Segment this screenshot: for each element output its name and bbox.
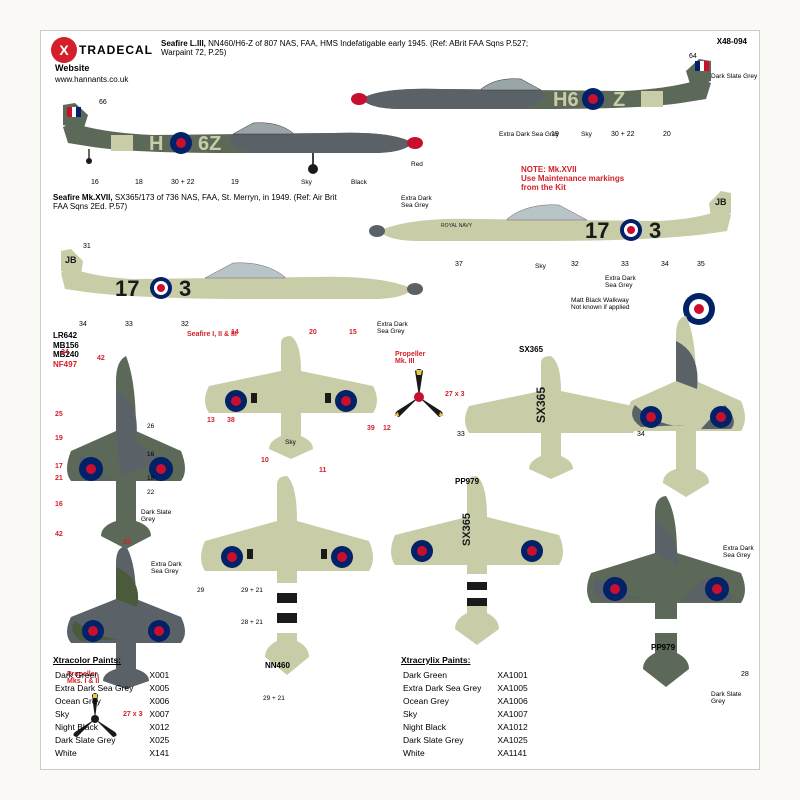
svg-text:3: 3 bbox=[649, 218, 661, 243]
callout-33b: 33 bbox=[125, 321, 133, 328]
callout-31: 31 bbox=[83, 243, 91, 250]
caption-bold: Seafire L.III, bbox=[161, 39, 206, 48]
svg-text:17: 17 bbox=[585, 218, 609, 243]
callout-18a: 18 bbox=[135, 179, 143, 186]
svg-text:SX365: SX365 bbox=[461, 513, 473, 546]
label-edsg-2: Extra Dark Sea Grey bbox=[401, 195, 432, 209]
callout-35a: 35 bbox=[697, 261, 705, 268]
svg-text:6Z: 6Z bbox=[198, 133, 221, 155]
c28_21: 28 + 21 bbox=[241, 619, 263, 626]
svg-text:JB: JB bbox=[715, 197, 727, 207]
label-pp979a: PP979 bbox=[455, 477, 479, 486]
label-sky-3: Sky bbox=[535, 263, 546, 270]
callout-32a: 32 bbox=[571, 261, 579, 268]
callout-66: 66 bbox=[99, 99, 107, 106]
callout-20a: 20 bbox=[663, 131, 671, 138]
brand-name: TRADECAL bbox=[79, 43, 153, 57]
product-code: X48-094 bbox=[717, 37, 747, 46]
label-edsg-1: Extra Dark Sea Grey bbox=[499, 131, 559, 138]
c42a: 42 bbox=[97, 355, 105, 362]
caption-rest: NN460/H6-Z of 807 NAS, FAA, HMS Indefati… bbox=[161, 39, 528, 57]
callout-3022b: 30 + 22 bbox=[171, 179, 195, 186]
seafire-mk17-port: 17 3 JB bbox=[53, 247, 433, 319]
callout-33a: 33 bbox=[621, 261, 629, 268]
seafire-l3-port: 6Z H bbox=[53, 101, 433, 176]
label-sky-2: Sky bbox=[301, 179, 312, 186]
website-url: www.hannants.co.uk bbox=[55, 75, 128, 84]
callout-32b: 32 bbox=[181, 321, 189, 328]
svg-text:Z: Z bbox=[613, 89, 625, 111]
paints-xtracrylix: Xtracrylix Paints: Dark GreenXA1001 Extr… bbox=[401, 655, 621, 761]
decal-sheet-page: X TRADECAL X48-094 Website www.hannants.… bbox=[40, 30, 760, 770]
propeller-mk3 bbox=[389, 367, 449, 427]
label-edsg-4: Extra Dark Sea Grey bbox=[377, 321, 408, 335]
callout-3022a: 30 + 22 bbox=[611, 131, 635, 138]
logo-x-icon: X bbox=[51, 37, 77, 63]
pp979-top-camo bbox=[621, 311, 751, 501]
caption-seafire-l3: Seafire L.III, NN460/H6-Z of 807 NAS, FA… bbox=[161, 39, 561, 57]
svg-text:JB: JB bbox=[65, 255, 77, 265]
callout-19b: 19 bbox=[231, 179, 239, 186]
c29_21: 29 + 21 bbox=[241, 587, 263, 594]
svg-text:ROYAL NAVY: ROYAL NAVY bbox=[441, 223, 473, 229]
label-dark-slate-grey-1: Dark Slate Grey bbox=[711, 73, 757, 80]
svg-text:H: H bbox=[149, 133, 163, 155]
callout-64: 64 bbox=[689, 53, 697, 60]
svg-text:3: 3 bbox=[179, 276, 191, 301]
brand-logo: X TRADECAL bbox=[51, 37, 153, 63]
label-pp979b: PP979 bbox=[651, 643, 675, 652]
label-edsg-5: Extra Dark Sea Grey bbox=[151, 561, 182, 575]
callout-19a: 19 bbox=[551, 131, 559, 138]
pp979-underside: SX365 bbox=[387, 471, 567, 651]
c24: 24 bbox=[61, 349, 69, 356]
label-matt-black: Matt Black Walkway Not known if applied bbox=[571, 297, 630, 311]
svg-text:SX365: SX365 bbox=[534, 387, 548, 423]
label-prop3: Propeller Mk. III bbox=[395, 351, 425, 365]
callout-34b: 34 bbox=[79, 321, 87, 328]
label-dsg-3: Dark Slate Grey bbox=[711, 691, 741, 705]
paints-xtracolor: Xtracolor Paints: Dark GreenX001 Extra D… bbox=[53, 655, 273, 761]
caption-seafire-mk17: Seafire Mk.XVII, SX365/173 of 736 NAS, F… bbox=[53, 193, 353, 211]
label-edsg-6: Extra Dark Sea Grey bbox=[723, 545, 754, 559]
svg-text:H6: H6 bbox=[553, 89, 579, 111]
nn460-underside bbox=[197, 471, 377, 681]
svg-text:17: 17 bbox=[115, 276, 139, 301]
callout-34a: 34 bbox=[661, 261, 669, 268]
label-red-1: Red bbox=[411, 161, 423, 168]
label-edsg-3: Extra Dark Sea Grey bbox=[605, 275, 636, 289]
sx365-underside: SX365 bbox=[461, 351, 641, 481]
label-sky-1: Sky bbox=[581, 131, 592, 138]
label-sky-4: Sky bbox=[285, 439, 296, 446]
callout-37: 37 bbox=[455, 261, 463, 268]
website-label: Website bbox=[55, 63, 89, 73]
topview-camo-1 bbox=[61, 351, 191, 551]
callout-16a: 16 bbox=[91, 179, 99, 186]
caption2-bold: Seafire Mk.XVII, bbox=[53, 193, 113, 202]
label-dsg-2: Dark Slate Grey bbox=[141, 509, 171, 523]
label-black-1: Black bbox=[351, 179, 367, 186]
